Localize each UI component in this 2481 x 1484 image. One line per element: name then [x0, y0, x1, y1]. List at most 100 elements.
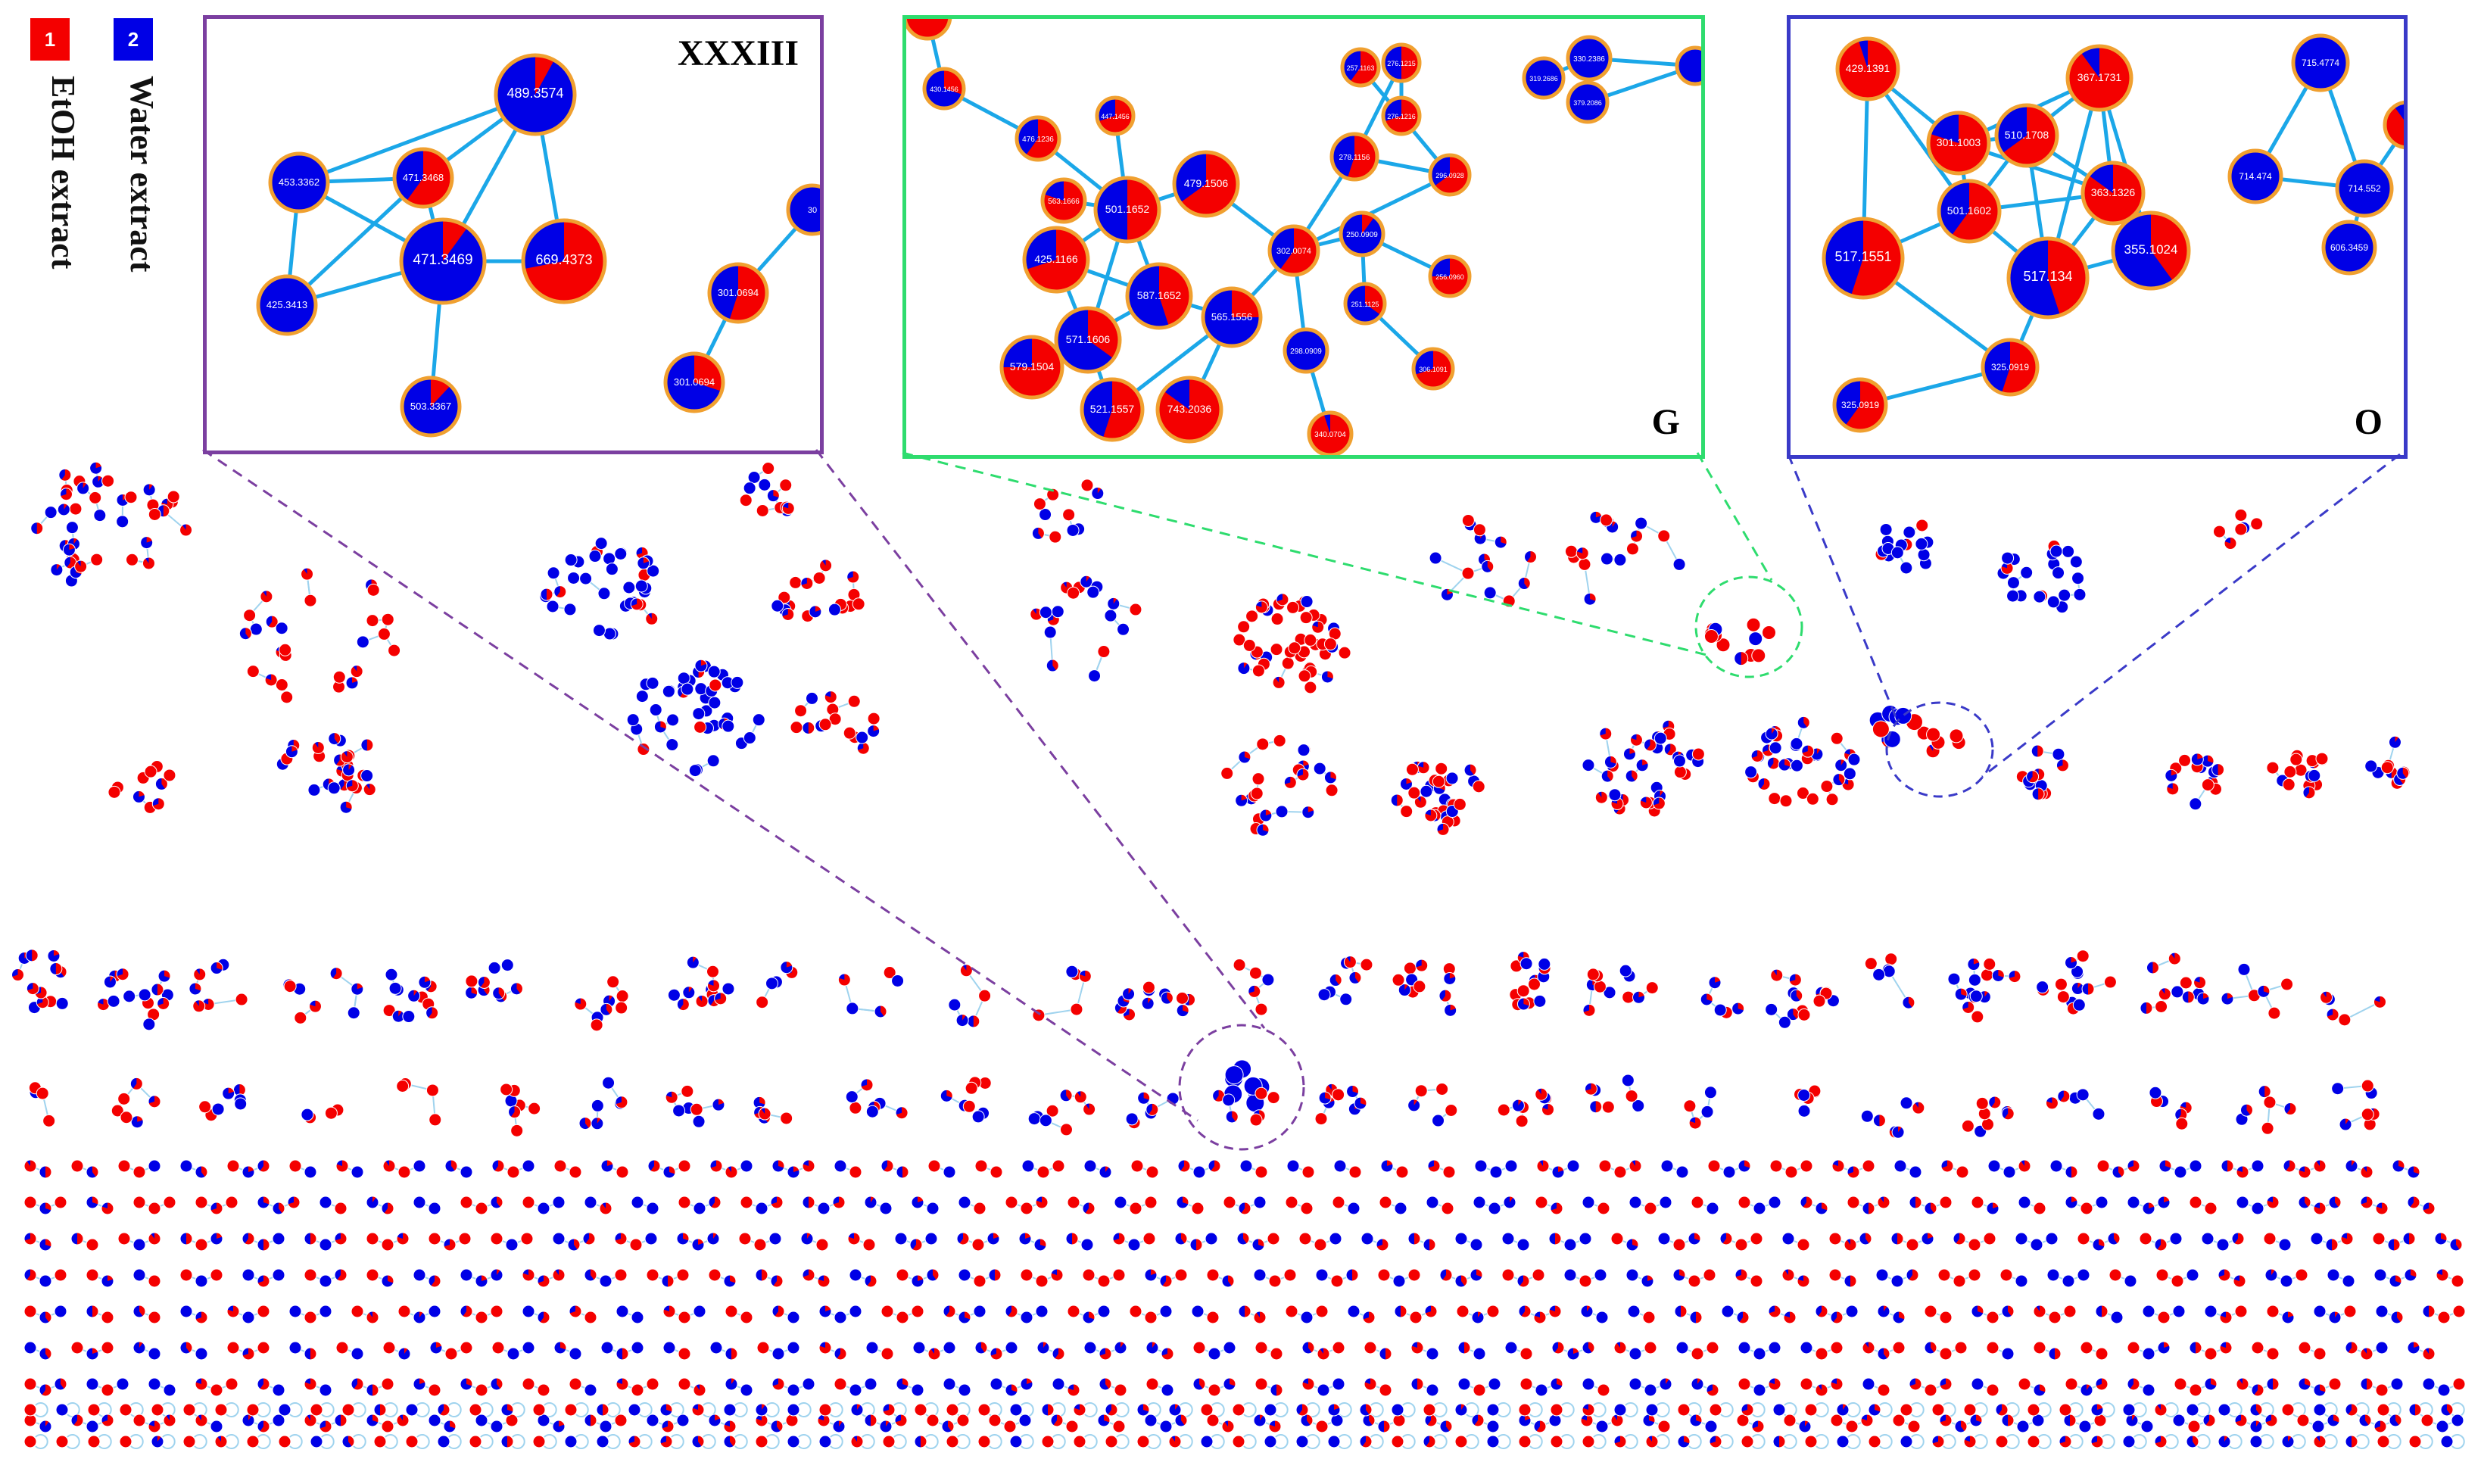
- network-node: [1940, 1196, 1952, 1208]
- network-node: [2079, 1420, 2091, 1433]
- network-node: [2071, 983, 2084, 995]
- network-node: [846, 1091, 858, 1103]
- network-node: [1619, 965, 1632, 977]
- node-label: 330.2386: [1573, 55, 1605, 64]
- network-edge: [637, 604, 641, 605]
- network-node: [819, 719, 831, 731]
- network-edge: [1803, 1011, 1804, 1015]
- network-node: [1538, 1092, 1551, 1104]
- network-node: [1644, 1202, 1657, 1214]
- network-edge: [852, 1097, 856, 1108]
- network-node: [2453, 1305, 2465, 1317]
- network-node: [391, 984, 404, 996]
- network-edge: [1354, 1103, 1360, 1109]
- network-edge: [310, 1239, 326, 1245]
- network-node: [309, 1000, 321, 1012]
- network-node: [475, 1384, 488, 1396]
- network-edge: [1954, 979, 1961, 994]
- network-node: [956, 1015, 968, 1027]
- network-node: [226, 1196, 238, 1208]
- network-edge: [1698, 754, 1699, 762]
- network-edge: [1803, 793, 1812, 800]
- network-edge: [1767, 734, 1772, 737]
- network-node: [2071, 965, 2084, 977]
- network-node: [1635, 517, 1647, 529]
- network-node: [662, 1420, 674, 1433]
- network-node: [522, 1269, 535, 1281]
- network-node: [86, 1269, 98, 1281]
- network-edge: [342, 1166, 357, 1172]
- network-node: [1226, 1111, 1238, 1123]
- network-edge: [201, 1202, 217, 1208]
- network-edge: [1587, 1311, 1602, 1317]
- network-edge: [1974, 965, 1975, 980]
- network-node: [834, 598, 846, 610]
- network-node: [538, 1384, 550, 1396]
- network-node: [2408, 1342, 2420, 1354]
- network-node: [1722, 1305, 1734, 1317]
- network-node: [2332, 1083, 2344, 1095]
- self-loop-edge: [894, 1403, 906, 1417]
- network-node: [1114, 1196, 1127, 1208]
- network-node: [101, 1275, 114, 1287]
- network-node: [769, 1233, 781, 1245]
- network-node: [2155, 1404, 2167, 1416]
- network-edge: [2367, 1086, 2371, 1093]
- network-node: [946, 1404, 958, 1416]
- network-node: [257, 1378, 270, 1390]
- network-node: [1415, 1085, 1427, 1097]
- network-node: [1145, 1414, 1157, 1426]
- network-node: [846, 1002, 859, 1015]
- zoom-callouts: [203, 450, 2400, 1149]
- network-node: [2023, 775, 2035, 787]
- network-edge: [646, 683, 653, 684]
- network-edge: [1256, 829, 1263, 831]
- network-node: [881, 1348, 893, 1360]
- network-edge: [1987, 975, 1998, 976]
- network-edge: [1053, 612, 1058, 620]
- network-node: [142, 557, 154, 569]
- network-node: [1146, 1342, 1158, 1354]
- network-edge: [1707, 1093, 1710, 1112]
- network-edge: [1523, 1003, 1529, 1004]
- network-node: [708, 995, 720, 1007]
- network-node: [1068, 1384, 1080, 1396]
- network-node: [1484, 587, 1496, 599]
- network-node: [598, 588, 610, 600]
- network-node: [2174, 1378, 2186, 1390]
- network-edge: [684, 678, 690, 681]
- network-node: [707, 1233, 719, 1245]
- network-node: [2028, 1404, 2040, 1416]
- network-node: [1074, 1436, 1086, 1448]
- network-node: [2151, 1096, 2163, 1108]
- network-node: [868, 725, 880, 737]
- network-node: [1446, 772, 1458, 784]
- network-node: [790, 722, 803, 734]
- self-loop-edge: [1212, 1403, 1224, 1417]
- network-edge: [1447, 573, 1468, 594]
- network-node: [195, 1275, 207, 1287]
- network-node: [1988, 1160, 2000, 1172]
- network-edge: [1057, 1420, 1072, 1426]
- network-node: [1909, 1378, 1922, 1390]
- network-node: [2282, 1311, 2294, 1323]
- network-edge: [1438, 1110, 1451, 1121]
- node-label: 425.3413: [266, 299, 307, 310]
- network-edge: [1322, 1420, 1337, 1426]
- network-node: [1644, 1384, 1657, 1396]
- network-edge: [2244, 969, 2254, 995]
- network-edge: [54, 956, 56, 968]
- network-edge: [348, 765, 349, 770]
- network-edge: [154, 1202, 170, 1208]
- network-edge: [1445, 996, 1451, 1010]
- network-edge: [395, 988, 397, 990]
- network-edge: [1946, 1420, 1961, 1426]
- network-node: [1675, 1305, 1687, 1317]
- network-node: [310, 1436, 323, 1448]
- network-node: [366, 1196, 379, 1208]
- network-node: [1906, 1239, 1918, 1251]
- network-edge: [451, 1166, 466, 1172]
- network-node: [235, 993, 248, 1005]
- network-edge: [1867, 1116, 1879, 1121]
- network-edge: [1036, 613, 1046, 614]
